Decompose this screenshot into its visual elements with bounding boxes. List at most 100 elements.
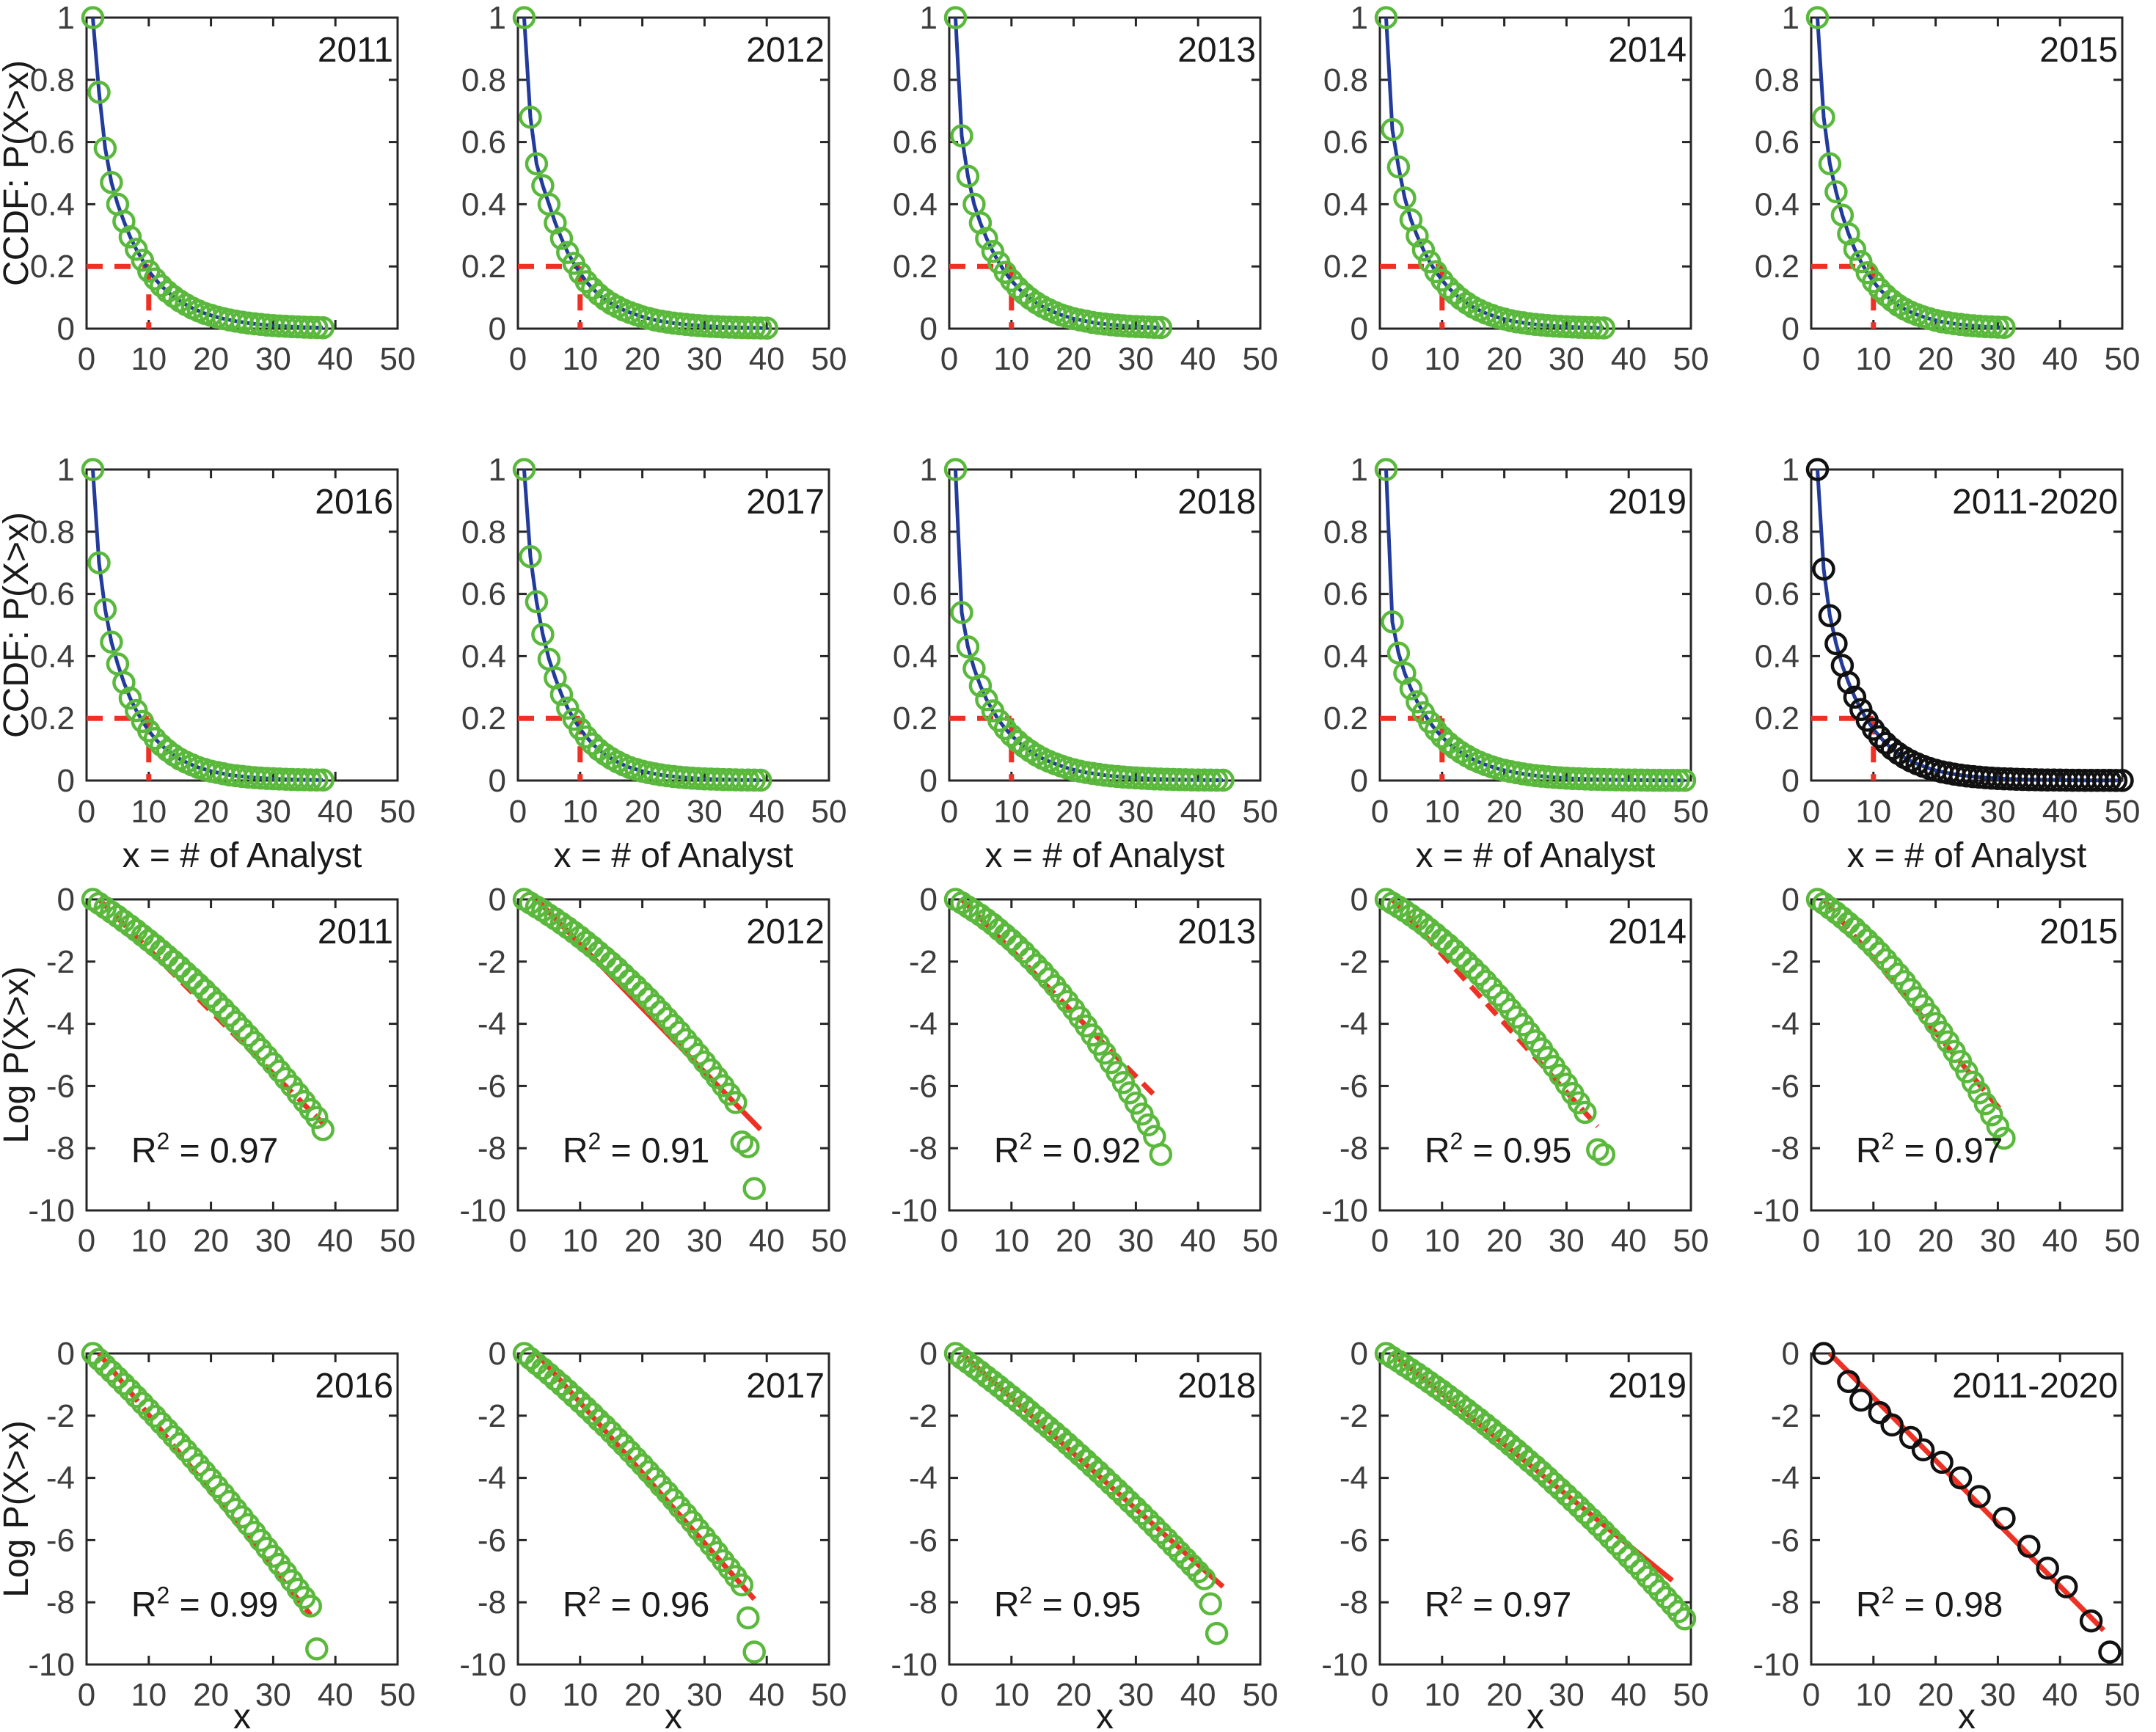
data-point — [118, 225, 142, 249]
axes: 0 10 20 30 40 50 0 0.2 0.4 0.6 0.8 1 — [1323, 452, 1709, 830]
x-axis-label: x — [1096, 1698, 1114, 1732]
x-tick-label: 10 — [1425, 1677, 1461, 1713]
x-tick-label: 0 — [940, 1223, 957, 1259]
subplot-log-2014: 0 10 20 30 40 50 0 -2 -4 -6 -8 -10 2014 R2 = 0.95 — [1293, 873, 1725, 1259]
data-point — [755, 316, 778, 340]
y-tick-label: 0 — [57, 311, 75, 347]
y-tick-label: 1 — [57, 452, 75, 488]
data-point — [637, 1460, 660, 1483]
data-point — [519, 105, 542, 129]
year-label: 2017 — [746, 483, 825, 522]
data-point — [1480, 976, 1504, 1000]
exponential-fit-line — [91, 17, 324, 330]
data-point — [574, 1396, 598, 1419]
x-tick-label: 0 — [1802, 1223, 1820, 1259]
x-tick-label: 40 — [749, 1677, 785, 1713]
data-point — [1824, 180, 1848, 204]
data-point — [1130, 1502, 1154, 1526]
x-tick-label: 40 — [2042, 794, 2078, 830]
data-point — [742, 1177, 766, 1201]
x-tick-label: 10 — [562, 341, 598, 377]
data-point — [580, 1402, 604, 1426]
data-point — [1486, 983, 1510, 1007]
data-point — [1031, 960, 1054, 984]
year-label: 2014 — [1609, 31, 1687, 70]
data-point — [100, 1359, 123, 1384]
data-point — [1099, 1472, 1122, 1496]
y-tick-label: -4 — [46, 1006, 75, 1042]
data-point — [974, 227, 998, 250]
x-axis-label: x — [1527, 1698, 1544, 1732]
data-point — [587, 1408, 610, 1432]
data-point — [1986, 1114, 2010, 1139]
y-tick-label: -4 — [46, 1461, 75, 1497]
data-point — [1199, 768, 1222, 792]
x-tick-label: 0 — [1802, 794, 1820, 830]
x-tick-label: 10 — [1856, 341, 1892, 377]
data-point — [100, 630, 123, 654]
data-point — [1199, 1592, 1222, 1616]
data-point — [1167, 1541, 1191, 1564]
data-point — [150, 1411, 173, 1435]
data-point — [1155, 1527, 1179, 1551]
axes: 0 10 20 30 40 50 0 -2 -4 -6 -8 -10 — [891, 882, 1278, 1259]
data-point — [2098, 1640, 2122, 1664]
plot-canvas-ccdf-2013: 0 10 20 30 40 50 0 0.2 0.4 0.6 0.8 1 2013 — [892, 0, 1278, 377]
y-tick-label: 0.8 — [461, 62, 506, 98]
y-tick-label: -6 — [1771, 1522, 1799, 1558]
data-series — [943, 1342, 1228, 1645]
x-tick-label: 40 — [1611, 794, 1647, 830]
x-tick-label: 40 — [1180, 1223, 1216, 1259]
x-tick-label: 30 — [1549, 794, 1585, 830]
data-point — [1812, 105, 1835, 129]
data-point — [1080, 1455, 1104, 1478]
threshold-guides — [1380, 263, 1445, 329]
data-point — [230, 1017, 254, 1041]
data-point — [1186, 1560, 1210, 1584]
data-point — [1887, 962, 1910, 986]
y-tick-label: -4 — [1771, 1006, 1799, 1042]
x-tick-label: 0 — [940, 794, 957, 830]
data-point — [311, 768, 335, 792]
data-point — [1455, 950, 1479, 974]
exponential-fit-line — [953, 17, 1161, 329]
data-series — [81, 888, 335, 1141]
x-tick-label: 20 — [1918, 1223, 1954, 1259]
y-tick-label: 1 — [919, 452, 937, 488]
data-point — [943, 6, 967, 29]
year-label: 2011 — [318, 913, 393, 951]
data-point — [1617, 1545, 1641, 1569]
y-tick-label: 0.2 — [1323, 701, 1368, 737]
y-axis-label: CCDF: P(X>x) — [0, 512, 36, 738]
plot-canvas-ccdf-2014: 0 10 20 30 40 50 0 0.2 0.4 0.6 0.8 1 2014 — [1323, 0, 1709, 377]
data-point — [118, 1378, 142, 1402]
data-point — [2055, 1575, 2078, 1598]
data-point — [143, 1404, 167, 1428]
y-tick-label: 0.8 — [1755, 514, 1799, 550]
data-point — [643, 1466, 667, 1491]
data-series — [1375, 888, 1616, 1166]
y-tick-label: 0.8 — [892, 62, 937, 98]
data-point — [1105, 1477, 1129, 1502]
data-point — [736, 768, 760, 792]
data-point — [1673, 1607, 1697, 1631]
data-point — [1868, 941, 1892, 965]
data-point — [1992, 1506, 2016, 1530]
data-series — [943, 888, 1172, 1166]
y-tick-label: 0.4 — [1323, 638, 1368, 674]
x-tick-label: 0 — [1802, 341, 1820, 377]
x-axis-label: x — [233, 1698, 251, 1732]
data-point — [599, 1420, 623, 1444]
x-tick-label: 50 — [1242, 1677, 1278, 1713]
data-point — [1623, 1552, 1647, 1576]
y-tick-label: 0 — [919, 882, 937, 918]
data-point — [1205, 768, 1228, 792]
data-point — [956, 164, 979, 188]
data-point — [87, 1348, 111, 1371]
data-point — [549, 1373, 573, 1397]
data-point — [224, 1010, 248, 1034]
y-tick-label: 0.6 — [461, 577, 506, 613]
y-tick-label: 0.2 — [461, 249, 506, 285]
data-point — [1574, 1100, 1597, 1125]
subplot-log-2016: 0 10 20 30 40 50 0 -2 -4 -6 -8 -10 2016 R2 = 0.99 Log … — [0, 1258, 431, 1732]
